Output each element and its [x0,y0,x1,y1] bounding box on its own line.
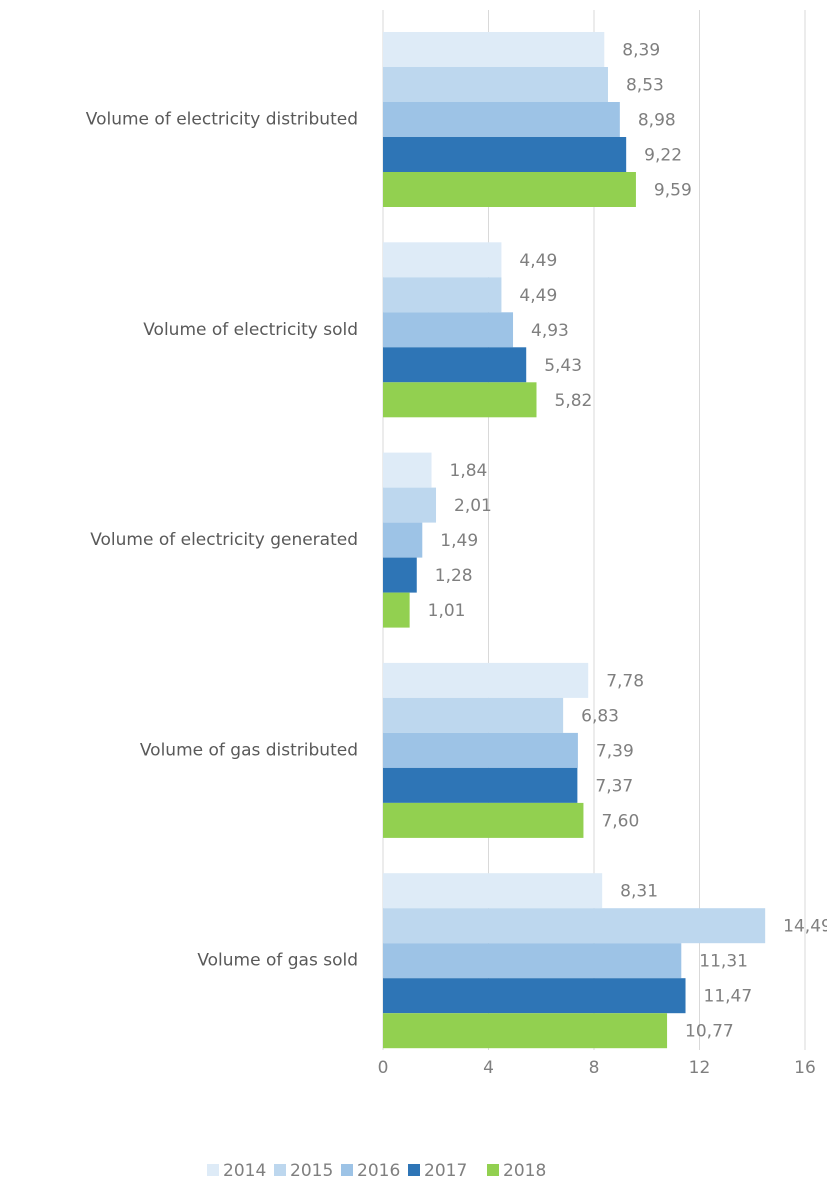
x-tick-label: 8 [589,1058,600,1078]
bar [383,277,502,313]
bar [383,732,578,768]
x-tick-label: 16 [794,1058,816,1078]
category-label: Volume of electricity sold [143,320,358,340]
value-label: 7,78 [606,671,644,691]
value-label: 1,28 [435,566,473,586]
bar [383,67,608,102]
category-label: Volume of gas sold [197,951,358,971]
legend-label: 2014 [223,1161,266,1181]
bar [383,557,417,593]
legend-label: 2018 [503,1161,546,1181]
bar [383,137,627,172]
value-label: 7,39 [596,741,634,761]
value-label: 5,43 [544,356,582,376]
bar [383,1013,668,1049]
bar [383,522,423,558]
legend-swatch [207,1164,219,1176]
value-label: 4,93 [531,321,569,341]
legend-swatch [274,1164,286,1176]
value-label: 8,39 [622,41,660,61]
category-label: Volume of electricity generated [90,530,358,550]
bar [383,102,620,137]
value-label: 10,77 [685,1022,734,1042]
value-label: 8,31 [620,882,658,902]
category-label: Volume of gas distributed [140,740,358,760]
legend-label: 2015 [290,1161,333,1181]
value-label: 7,60 [601,811,639,831]
legend-swatch [341,1164,353,1176]
bar [383,873,603,909]
legend-swatch [487,1164,499,1176]
bar [383,242,502,278]
bar [383,172,636,207]
bar [383,592,410,628]
category-label: Volume of electricity distributed [86,110,358,130]
value-label: 1,84 [450,461,488,481]
bar [383,347,527,383]
value-label: 9,22 [644,146,682,166]
value-label: 14,49 [783,917,827,937]
value-label: 9,59 [654,181,692,201]
bar [383,802,584,838]
x-tick-label: 12 [689,1058,711,1078]
value-label: 1,49 [440,531,478,551]
value-label: 1,01 [428,601,466,621]
bar [383,452,432,488]
bar [383,662,589,698]
x-tick-label: 4 [483,1058,494,1078]
bar [383,382,537,418]
bar [383,32,605,67]
value-label: 6,83 [581,706,619,726]
value-label: 11,31 [699,952,748,972]
legend-label: 2017 [424,1161,467,1181]
legend-label: 2016 [357,1161,400,1181]
legend-swatch [408,1164,420,1176]
bar [383,487,437,523]
value-label: 2,01 [454,496,492,516]
value-label: 4,49 [519,286,557,306]
bar [383,978,686,1014]
bar [383,697,564,733]
bar [383,312,514,348]
value-label: 8,53 [626,76,664,96]
bar [383,767,578,803]
value-label: 4,49 [519,251,557,271]
x-tick-label: 0 [378,1058,389,1078]
bar [383,908,766,944]
bar [383,943,682,979]
value-label: 8,98 [638,111,676,131]
value-label: 11,47 [704,987,753,1007]
value-label: 7,37 [595,776,633,796]
value-label: 5,82 [555,391,593,411]
